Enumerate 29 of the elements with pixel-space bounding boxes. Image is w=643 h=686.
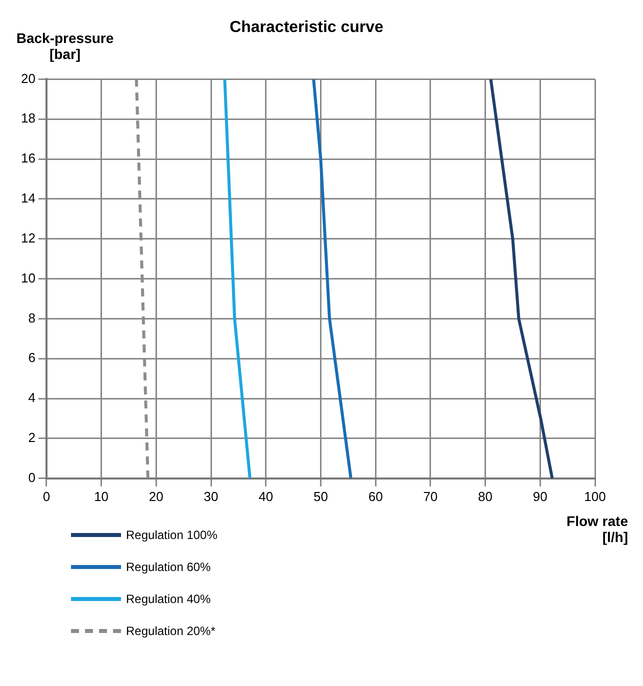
y-tick-label: 4 [28,390,36,406]
legend-label: Regulation 20%* [126,624,216,638]
x-tick-label: 60 [368,488,383,504]
legend-label: Regulation 100% [126,528,218,542]
x-tick-label: 0 [42,488,50,504]
y-tick-label: 16 [20,150,36,166]
x-tick-label: 40 [258,488,274,504]
y-tick-label: 2 [28,430,36,446]
x-tick-label: 50 [313,488,328,504]
y-tick-label: 20 [20,70,36,86]
x-tick-label: 20 [148,488,164,504]
y-axis-title: Back-pressure [bar] [15,30,115,62]
y-tick-label: 8 [28,310,36,326]
x-tick-label: 70 [423,488,438,504]
y-tick-label: 10 [20,270,36,286]
x-tick-label: 90 [532,488,548,504]
x-tick-label: 80 [478,488,493,504]
x-axis-title: Flow rate [l/h] [566,513,628,545]
chart-title: Characteristic curve [230,19,384,36]
x-tick-label: 10 [94,488,109,504]
legend-label: Regulation 60% [126,560,211,574]
y-tick-label: 18 [20,110,36,126]
y-tick-label: 12 [20,230,36,246]
y-tick-label: 14 [20,190,36,206]
y-tick-label: 0 [28,470,36,485]
legend-label: Regulation 40% [126,592,211,606]
x-tick-label: 100 [584,488,606,504]
y-tick-label: 6 [28,350,36,366]
x-tick-label: 30 [204,488,218,504]
